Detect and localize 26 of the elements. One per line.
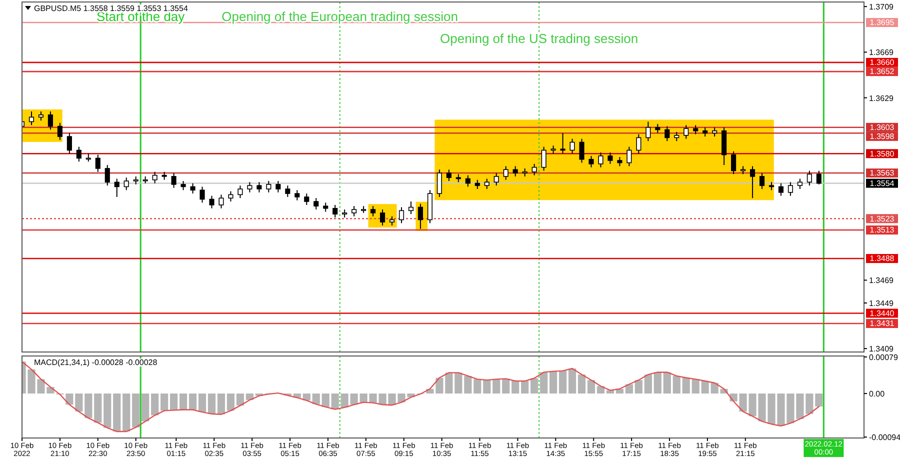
y-tick-label: 1.3669 [869, 48, 894, 58]
y-tick-label: -0.00094 [869, 433, 900, 442]
y-tick-label: 0.00079 [869, 352, 898, 362]
ref-line-label: 1.3523 [870, 214, 895, 224]
ref-line-label: 1.3440 [870, 308, 895, 318]
ref-line-label: 1.3431 [870, 319, 895, 328]
ref-line-label: 1.3603 [870, 123, 895, 132]
ref-line-label: Opening of the US trading session [440, 31, 638, 46]
ref-line-label: 1.3660 [870, 58, 895, 68]
chart-title: MACD(21,34,1) -0.00028 -0.00028 [34, 358, 158, 367]
y-tick-label: 1.3409 [869, 344, 894, 354]
y-tick-label: 1.3709 [869, 2, 894, 12]
ref-line-label: 1.3554 [870, 178, 895, 188]
ref-line-label: 1.3580 [870, 149, 895, 158]
y-tick-label: 1.3629 [869, 94, 894, 103]
ref-line-label: 1.3513 [870, 226, 895, 235]
ref-line-label: 1.3563 [870, 168, 895, 178]
y-tick-label: 0.00 [869, 390, 886, 399]
y-tick-label: 1.3469 [869, 276, 894, 286]
ref-line-label: 1.3598 [870, 132, 895, 142]
chart-title: GBPUSD.M5 1.3558 1.3559 1.3553 1.3554 [34, 4, 188, 13]
ref-line-label: 1.3488 [870, 254, 895, 264]
ref-line-label: 1.3695 [870, 18, 895, 28]
ref-line-label: Opening of the European trading session [222, 9, 458, 24]
y-tick-label: 1.3449 [869, 298, 894, 308]
ref-line-label: 1.3652 [870, 67, 895, 76]
